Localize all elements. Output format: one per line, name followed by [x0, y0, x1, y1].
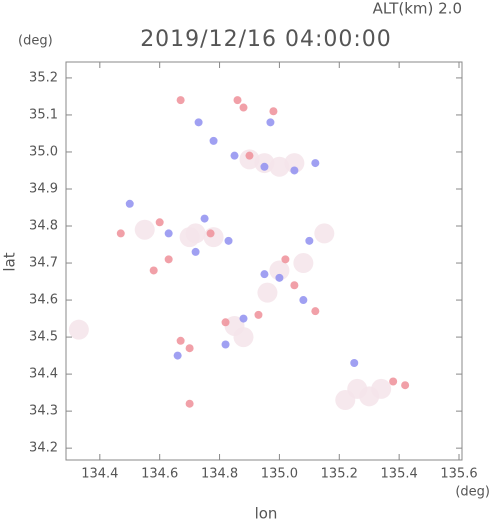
echo-point: [191, 247, 200, 256]
y-tick-label: 34.6: [29, 293, 58, 308]
echo-point: [125, 199, 134, 208]
x-axis-label: lon: [255, 505, 278, 521]
echo-point: [149, 266, 158, 275]
echo-point: [116, 229, 125, 238]
echo-point: [203, 227, 224, 248]
x-tick-label: 135.4: [381, 467, 418, 482]
echo-point: [266, 118, 275, 127]
echo-point: [371, 378, 392, 399]
echo-point: [155, 218, 164, 227]
echo-point: [257, 282, 278, 303]
echo-point: [173, 351, 182, 360]
echo-point: [389, 377, 398, 386]
echo-point: [221, 340, 230, 349]
echo-point: [299, 296, 308, 305]
echo-point: [269, 260, 290, 281]
echo-point: [239, 314, 248, 323]
y-tick-label: 35.1: [29, 107, 58, 122]
y-tick-label: 35.0: [29, 144, 58, 159]
echo-point: [260, 270, 269, 279]
echo-point: [284, 153, 305, 174]
y-axis-label: lat: [1, 252, 19, 271]
echo-point: [290, 281, 299, 290]
echo-point: [254, 310, 263, 319]
echo-point: [305, 236, 314, 245]
echo-point: [260, 162, 269, 171]
echo-point: [311, 159, 320, 168]
echo-point: [269, 107, 278, 116]
x-unit: (deg): [455, 485, 490, 500]
echo-point: [179, 227, 200, 248]
echo-point: [239, 103, 248, 112]
echo-point: [293, 253, 314, 274]
echo-point: [269, 156, 290, 177]
echo-point: [194, 118, 203, 127]
x-tick-label: 135.2: [321, 467, 358, 482]
echo-point: [68, 319, 89, 340]
echo-point: [185, 344, 194, 353]
echo-point: [221, 318, 230, 327]
echo-point: [350, 358, 359, 367]
echo-point: [314, 223, 335, 244]
echo-point: [275, 273, 284, 282]
echo-point: [233, 327, 254, 348]
echo-point: [164, 255, 173, 264]
echo-point: [230, 151, 239, 160]
y-tick-label: 34.2: [29, 441, 58, 456]
echo-point: [401, 381, 410, 390]
echo-point: [185, 399, 194, 408]
echo-point: [176, 96, 185, 105]
echo-point: [209, 136, 218, 145]
echo-point: [245, 151, 254, 160]
y-tick-label: 34.7: [29, 256, 58, 271]
echo-point: [200, 214, 209, 223]
y-tick-label: 34.9: [29, 181, 58, 196]
y-tick-label: 34.4: [29, 367, 58, 382]
echo-point: [290, 166, 299, 175]
echo-point: [233, 96, 242, 105]
echo-point: [164, 229, 173, 238]
y-tick-label: 34.5: [29, 330, 58, 345]
echo-point: [281, 255, 290, 264]
x-tick-label: 134.4: [81, 467, 118, 482]
echo-point: [134, 219, 155, 240]
echo-point: [206, 229, 215, 238]
y-tick-label: 34.8: [29, 219, 58, 234]
y-unit: (deg): [18, 34, 53, 49]
echo-point: [176, 336, 185, 345]
plot-frame: [65, 61, 463, 461]
echo-point: [335, 390, 356, 411]
chart-title: 2019/12/16 04:00:00: [140, 27, 392, 52]
x-tick-label: 134.6: [141, 467, 178, 482]
x-tick-label: 135.0: [261, 467, 298, 482]
echo-layer: [68, 96, 410, 411]
x-tick-label: 134.8: [201, 467, 238, 482]
y-tick-label: 34.3: [29, 404, 58, 419]
x-tick-label: 135.6: [440, 467, 477, 482]
echo-point: [224, 236, 233, 245]
y-tick-label: 35.2: [29, 70, 58, 85]
echo-point: [311, 307, 320, 316]
altitude-label: ALT(km) 2.0: [373, 0, 462, 18]
